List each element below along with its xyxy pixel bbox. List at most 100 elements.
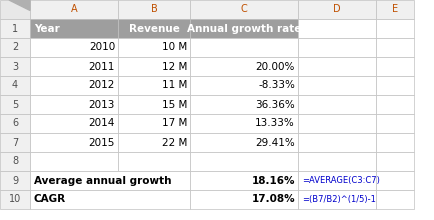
Bar	[118, 0, 190, 19]
Bar	[0, 57, 30, 76]
Bar	[118, 57, 190, 76]
Text: 8: 8	[12, 156, 18, 167]
Bar	[118, 114, 190, 133]
Text: Revenue: Revenue	[128, 24, 179, 33]
Bar	[0, 190, 30, 209]
Text: E: E	[392, 4, 398, 15]
Bar	[0, 76, 30, 95]
Bar	[376, 57, 414, 76]
Bar	[376, 152, 414, 171]
Text: A: A	[71, 4, 77, 15]
Bar	[30, 190, 190, 209]
Bar	[30, 114, 118, 133]
Text: 10 M: 10 M	[162, 42, 187, 53]
Text: 2: 2	[12, 42, 18, 53]
Bar	[190, 38, 298, 57]
Bar	[30, 133, 118, 152]
Text: 18.16%: 18.16%	[251, 176, 295, 185]
Text: D: D	[333, 4, 341, 15]
Bar	[376, 171, 414, 190]
Bar	[0, 152, 30, 171]
Text: 36.36%: 36.36%	[255, 99, 295, 110]
Bar	[0, 133, 30, 152]
Text: 2014: 2014	[89, 119, 115, 128]
Bar	[30, 57, 118, 76]
Bar	[0, 0, 30, 19]
Text: 2015: 2015	[89, 138, 115, 147]
Bar	[30, 0, 118, 19]
Bar	[30, 152, 118, 171]
Bar	[298, 57, 376, 76]
Text: 20.00%: 20.00%	[256, 62, 295, 72]
Bar	[376, 95, 414, 114]
Bar	[118, 95, 190, 114]
Polygon shape	[9, 0, 30, 10]
Text: Year: Year	[34, 24, 60, 33]
Text: Annual growth rate: Annual growth rate	[187, 24, 301, 33]
Bar	[190, 95, 298, 114]
Bar	[30, 95, 118, 114]
Text: -8.33%: -8.33%	[258, 81, 295, 90]
Text: 2010: 2010	[89, 42, 115, 53]
Bar	[190, 19, 298, 38]
Bar	[190, 114, 298, 133]
Text: B: B	[151, 4, 158, 15]
Bar	[298, 0, 376, 19]
Text: =(B7/B2)^(1/5)-1: =(B7/B2)^(1/5)-1	[302, 195, 376, 204]
Bar	[30, 19, 118, 38]
Bar	[376, 38, 414, 57]
Bar	[298, 38, 376, 57]
Bar	[118, 76, 190, 95]
Bar	[190, 76, 298, 95]
Bar	[0, 95, 30, 114]
Text: 22 M: 22 M	[161, 138, 187, 147]
Text: 9: 9	[12, 176, 18, 185]
Bar	[190, 171, 298, 190]
Text: 1: 1	[12, 24, 18, 33]
Text: 15 M: 15 M	[161, 99, 187, 110]
Bar	[298, 19, 376, 38]
Text: 2011: 2011	[89, 62, 115, 72]
Bar	[30, 38, 118, 57]
Text: CAGR: CAGR	[34, 194, 66, 205]
Text: 10: 10	[9, 194, 21, 205]
Bar	[118, 38, 190, 57]
Text: 6: 6	[12, 119, 18, 128]
Bar	[0, 38, 30, 57]
Bar	[0, 114, 30, 133]
Text: =AVERAGE(C3:C7): =AVERAGE(C3:C7)	[302, 176, 380, 185]
Bar	[118, 19, 190, 38]
Bar	[376, 190, 414, 209]
Bar	[190, 0, 298, 19]
Bar	[376, 114, 414, 133]
Bar	[376, 133, 414, 152]
Bar	[30, 76, 118, 95]
Bar	[298, 95, 376, 114]
Text: C: C	[240, 4, 247, 15]
Bar	[298, 190, 376, 209]
Bar	[376, 19, 414, 38]
Bar	[298, 76, 376, 95]
Text: 4: 4	[12, 81, 18, 90]
Bar	[298, 152, 376, 171]
Bar	[298, 114, 376, 133]
Bar	[30, 171, 190, 190]
Bar	[118, 133, 190, 152]
Text: 5: 5	[12, 99, 18, 110]
Text: 17 M: 17 M	[161, 119, 187, 128]
Text: 2012: 2012	[89, 81, 115, 90]
Text: 17.08%: 17.08%	[251, 194, 295, 205]
Bar	[376, 0, 414, 19]
Bar	[376, 76, 414, 95]
Text: Average annual growth: Average annual growth	[34, 176, 171, 185]
Bar	[190, 133, 298, 152]
Text: 12 M: 12 M	[161, 62, 187, 72]
Text: 13.33%: 13.33%	[255, 119, 295, 128]
Bar	[118, 152, 190, 171]
Bar	[298, 171, 376, 190]
Text: 29.41%: 29.41%	[255, 138, 295, 147]
Bar	[190, 152, 298, 171]
Text: 7: 7	[12, 138, 18, 147]
Text: 3: 3	[12, 62, 18, 72]
Bar	[190, 57, 298, 76]
